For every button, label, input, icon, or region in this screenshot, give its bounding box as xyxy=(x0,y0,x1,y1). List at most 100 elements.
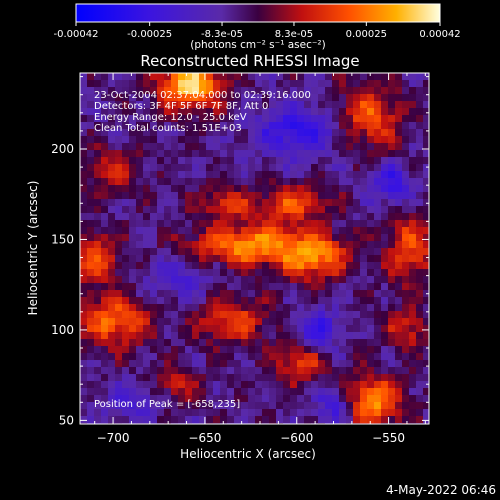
heatmap-cell xyxy=(122,346,130,354)
heatmap-cell xyxy=(129,73,137,81)
heatmap-cell xyxy=(332,339,340,347)
heatmap-cell xyxy=(304,220,312,228)
heatmap-cell xyxy=(171,416,179,424)
heatmap-cell xyxy=(206,171,214,179)
heatmap-cell xyxy=(192,94,200,102)
heatmap-cell xyxy=(157,332,165,340)
heatmap-cell xyxy=(80,213,88,221)
heatmap-cell xyxy=(164,80,172,88)
heatmap-cell xyxy=(325,73,333,81)
heatmap-cell xyxy=(367,290,375,298)
heatmap-cell xyxy=(150,87,158,95)
heatmap-cell xyxy=(213,185,221,193)
heatmap-cell xyxy=(276,220,284,228)
heatmap-cell xyxy=(346,297,354,305)
heatmap-cell xyxy=(108,416,116,424)
heatmap-cell xyxy=(381,164,389,172)
heatmap-cell xyxy=(262,178,270,186)
heatmap-cell xyxy=(283,360,291,368)
heatmap-cell xyxy=(290,409,298,417)
heatmap-cell xyxy=(185,136,193,144)
heatmap-cell xyxy=(87,136,95,144)
heatmap-cell xyxy=(94,255,102,263)
heatmap-cell xyxy=(248,192,256,200)
heatmap-cell xyxy=(150,108,158,116)
heatmap-cell xyxy=(115,87,123,95)
heatmap-cell xyxy=(290,367,298,375)
heatmap-cell xyxy=(192,206,200,214)
heatmap-cell xyxy=(101,325,109,333)
heatmap-cell xyxy=(423,115,429,123)
heatmap-cell xyxy=(318,416,326,424)
heatmap-cell xyxy=(311,374,319,382)
heatmap-cell xyxy=(206,150,214,158)
heatmap-cell xyxy=(339,164,347,172)
heatmap-cell xyxy=(136,80,144,88)
heatmap-cell xyxy=(115,269,123,277)
heatmap-cell xyxy=(150,395,158,403)
heatmap-cell xyxy=(367,367,375,375)
heatmap-cell xyxy=(206,80,214,88)
heatmap-cell xyxy=(199,332,207,340)
heatmap-cell xyxy=(381,269,389,277)
heatmap-cell xyxy=(346,339,354,347)
heatmap-cell xyxy=(395,402,403,410)
heatmap-cell xyxy=(115,353,123,361)
heatmap-cell xyxy=(206,311,214,319)
heatmap-cell xyxy=(220,395,228,403)
heatmap-cell xyxy=(171,255,179,263)
heatmap-cell xyxy=(290,346,298,354)
heatmap-cell xyxy=(276,325,284,333)
heatmap-cell xyxy=(213,360,221,368)
heatmap-cell xyxy=(416,283,424,291)
heatmap-cell xyxy=(101,157,109,165)
heatmap-cell xyxy=(171,353,179,361)
heatmap-cell xyxy=(311,416,319,424)
heatmap-cell xyxy=(101,269,109,277)
heatmap-cell xyxy=(297,178,305,186)
heatmap-cell xyxy=(234,332,242,340)
heatmap-cell xyxy=(423,136,429,144)
heatmap-cell xyxy=(234,129,242,137)
heatmap-cell xyxy=(283,80,291,88)
heatmap-cell xyxy=(367,192,375,200)
info-line: Clean Total counts: 1.51E+03 xyxy=(94,123,242,134)
heatmap-cell xyxy=(157,220,165,228)
heatmap-cell xyxy=(185,346,193,354)
heatmap-cell xyxy=(192,353,200,361)
heatmap-cell xyxy=(325,164,333,172)
heatmap-cell xyxy=(192,346,200,354)
heatmap-cell xyxy=(227,73,235,81)
heatmap-cell xyxy=(423,318,429,326)
heatmap-cell xyxy=(101,388,109,396)
heatmap-cell xyxy=(108,388,116,396)
heatmap-cell xyxy=(185,80,193,88)
heatmap-cell xyxy=(87,262,95,270)
heatmap-cell xyxy=(283,157,291,165)
heatmap-cell xyxy=(339,409,347,417)
heatmap-cell xyxy=(395,311,403,319)
heatmap-cell xyxy=(304,332,312,340)
heatmap-cell xyxy=(178,395,186,403)
heatmap-cell xyxy=(297,339,305,347)
heatmap-cell xyxy=(262,283,270,291)
heatmap-cell xyxy=(402,402,410,410)
heatmap-cell xyxy=(304,150,312,158)
heatmap-cell xyxy=(416,185,424,193)
heatmap-cell xyxy=(353,381,361,389)
heatmap-cell xyxy=(87,157,95,165)
heatmap-cell xyxy=(248,409,256,417)
heatmap-cell xyxy=(402,157,410,165)
heatmap-cell xyxy=(157,206,165,214)
heatmap-cell xyxy=(255,283,263,291)
heatmap-cell xyxy=(353,276,361,284)
heatmap-cell xyxy=(255,171,263,179)
heatmap-cell xyxy=(122,220,130,228)
heatmap-cell xyxy=(213,388,221,396)
heatmap-cell xyxy=(94,360,102,368)
heatmap-cell xyxy=(150,185,158,193)
heatmap-cell xyxy=(304,381,312,389)
heatmap-cell xyxy=(199,122,207,130)
heatmap-cell xyxy=(143,178,151,186)
heatmap-cell xyxy=(178,87,186,95)
